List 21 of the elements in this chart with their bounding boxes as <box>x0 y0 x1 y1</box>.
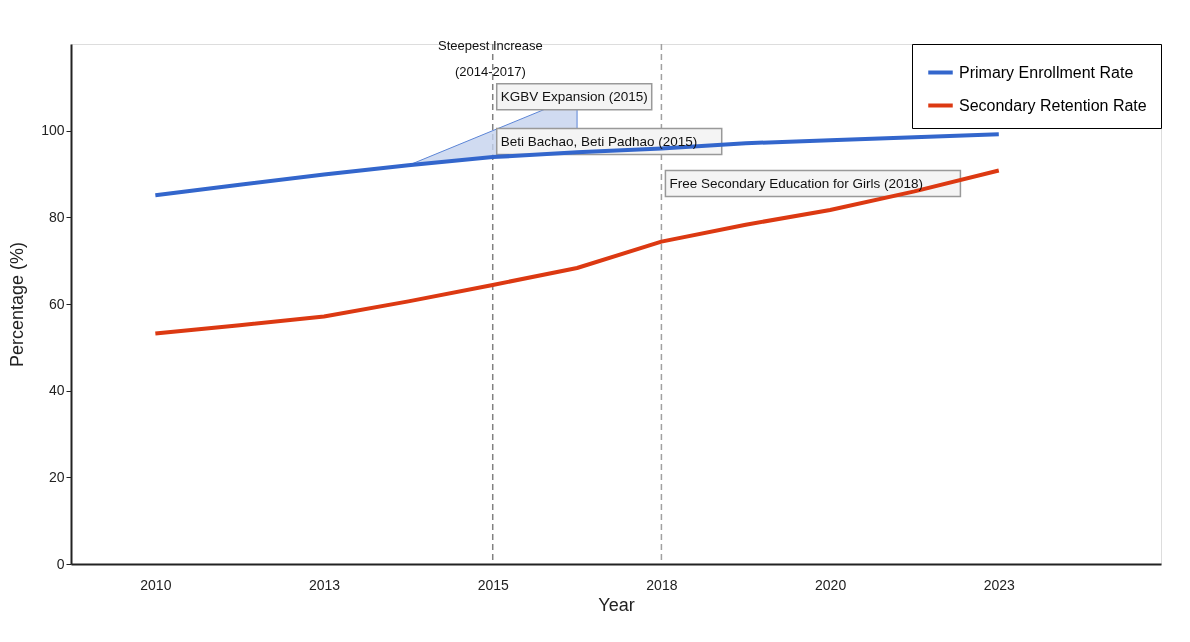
legend-label: Primary Enrollment Rate <box>959 63 1134 81</box>
x-tick-label: 2023 <box>983 576 1016 593</box>
x-tick-label: 2013 <box>308 576 341 593</box>
annotation: KGBV Expansion (2015) <box>500 88 648 104</box>
x-tick-label: 2018 <box>646 576 678 593</box>
y-axis-title: Percentage (%) <box>7 241 28 368</box>
annotation: Beti Bachao, Beti Padhao (2015) <box>500 133 698 149</box>
x-tick-label: 2020 <box>815 576 847 593</box>
y-tick-label: 80 <box>48 208 65 225</box>
legend-label: Secondary Retention Rate <box>959 96 1147 114</box>
annotation: Free Secondary Education for Girls (2018) <box>669 175 924 191</box>
x-tick-label: 2010 <box>140 576 172 593</box>
y-tick-label: 0 <box>56 555 65 572</box>
y-tick-label: 60 <box>48 295 65 312</box>
x-axis-title: Year <box>598 594 635 615</box>
annotation: Steepest Increase (2014-2017) <box>437 38 543 80</box>
x-tick-label: 2015 <box>477 576 510 593</box>
y-tick-label: 20 <box>48 468 65 485</box>
line-series <box>153 168 1001 336</box>
y-tick-label: 100 <box>41 122 65 139</box>
y-tick-label: 40 <box>48 382 65 399</box>
